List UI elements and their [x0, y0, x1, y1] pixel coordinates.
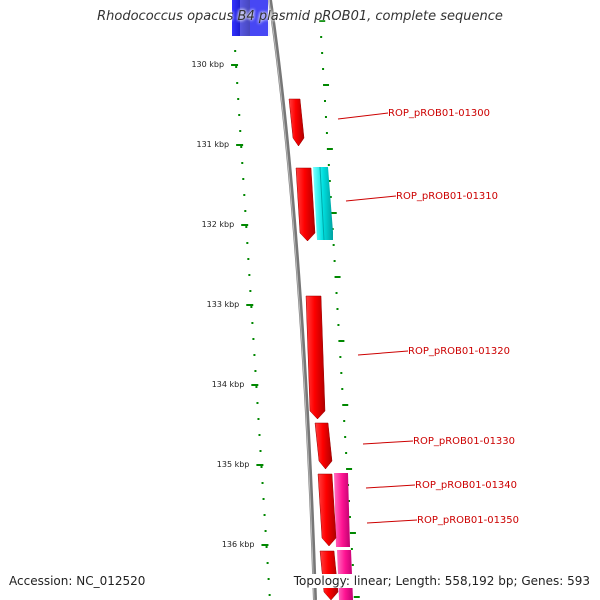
gene-label-leaders	[337, 112, 418, 524]
gene-label[interactable]: ROP_pROB01-01330	[413, 436, 515, 447]
backbone-curve	[268, 0, 317, 600]
gene-label[interactable]: ROP_pROB01-01310	[396, 191, 498, 202]
accession-text: Accession: NC_012520	[9, 574, 146, 588]
top-blue-feature[interactable]	[232, 0, 270, 36]
backbone-highlight	[268, 0, 315, 600]
gene-arrow[interactable]	[317, 473, 337, 547]
tick-label: 133 kbp	[207, 300, 240, 309]
gene-label[interactable]: ROP_pROB01-01340	[415, 480, 517, 491]
tick-label: 130 kbp	[191, 60, 224, 69]
gene-label-leader	[345, 195, 397, 202]
gene-label-leader	[365, 484, 416, 489]
tick-mark	[231, 64, 239, 66]
gene-arrow[interactable]	[288, 98, 305, 147]
gene-label[interactable]: ROP_pROB01-01300	[388, 108, 490, 119]
gene-arrow[interactable]	[305, 295, 326, 420]
tick-mark	[251, 384, 259, 386]
scale-tick-labels: 130 kbp 131 kbp 132 kbp 133 kbp 134 kbp 135 k…	[191, 60, 269, 549]
gene-label-leader	[337, 112, 389, 120]
tick-label: 131 kbp	[197, 140, 230, 149]
gene-label[interactable]: ROP_pROB01-01350	[417, 515, 519, 526]
gene-label-leader	[357, 350, 409, 356]
gene-label-leader	[362, 440, 414, 445]
gene-arrow[interactable]	[295, 167, 316, 242]
gene-label-leader	[366, 519, 418, 524]
topology-summary: Topology: linear; Length: 558,192 bp; Ge…	[293, 574, 590, 588]
map-title: Rhodococcus opacus B4 plasmid pROB01, co…	[97, 9, 503, 24]
scale-dots-inner	[232, 18, 271, 596]
tick-mark	[261, 544, 269, 546]
tick-label: 134 kbp	[212, 380, 245, 389]
cyan-feature[interactable]	[313, 166, 333, 241]
tick-label: 132 kbp	[202, 220, 235, 229]
tick-label: 135 kbp	[217, 460, 250, 469]
gene-labels: ROP_pROB01-01300 ROP_pROB01-01310 ROP_pROB…	[388, 108, 519, 526]
gene-arrow[interactable]	[314, 422, 333, 470]
tick-label: 136 kbp	[222, 540, 255, 549]
tick-mark	[246, 304, 254, 306]
tick-mark	[236, 144, 244, 146]
tick-mark	[256, 464, 264, 466]
gene-label[interactable]: ROP_pROB01-01320	[408, 346, 510, 357]
tick-mark	[241, 224, 249, 226]
